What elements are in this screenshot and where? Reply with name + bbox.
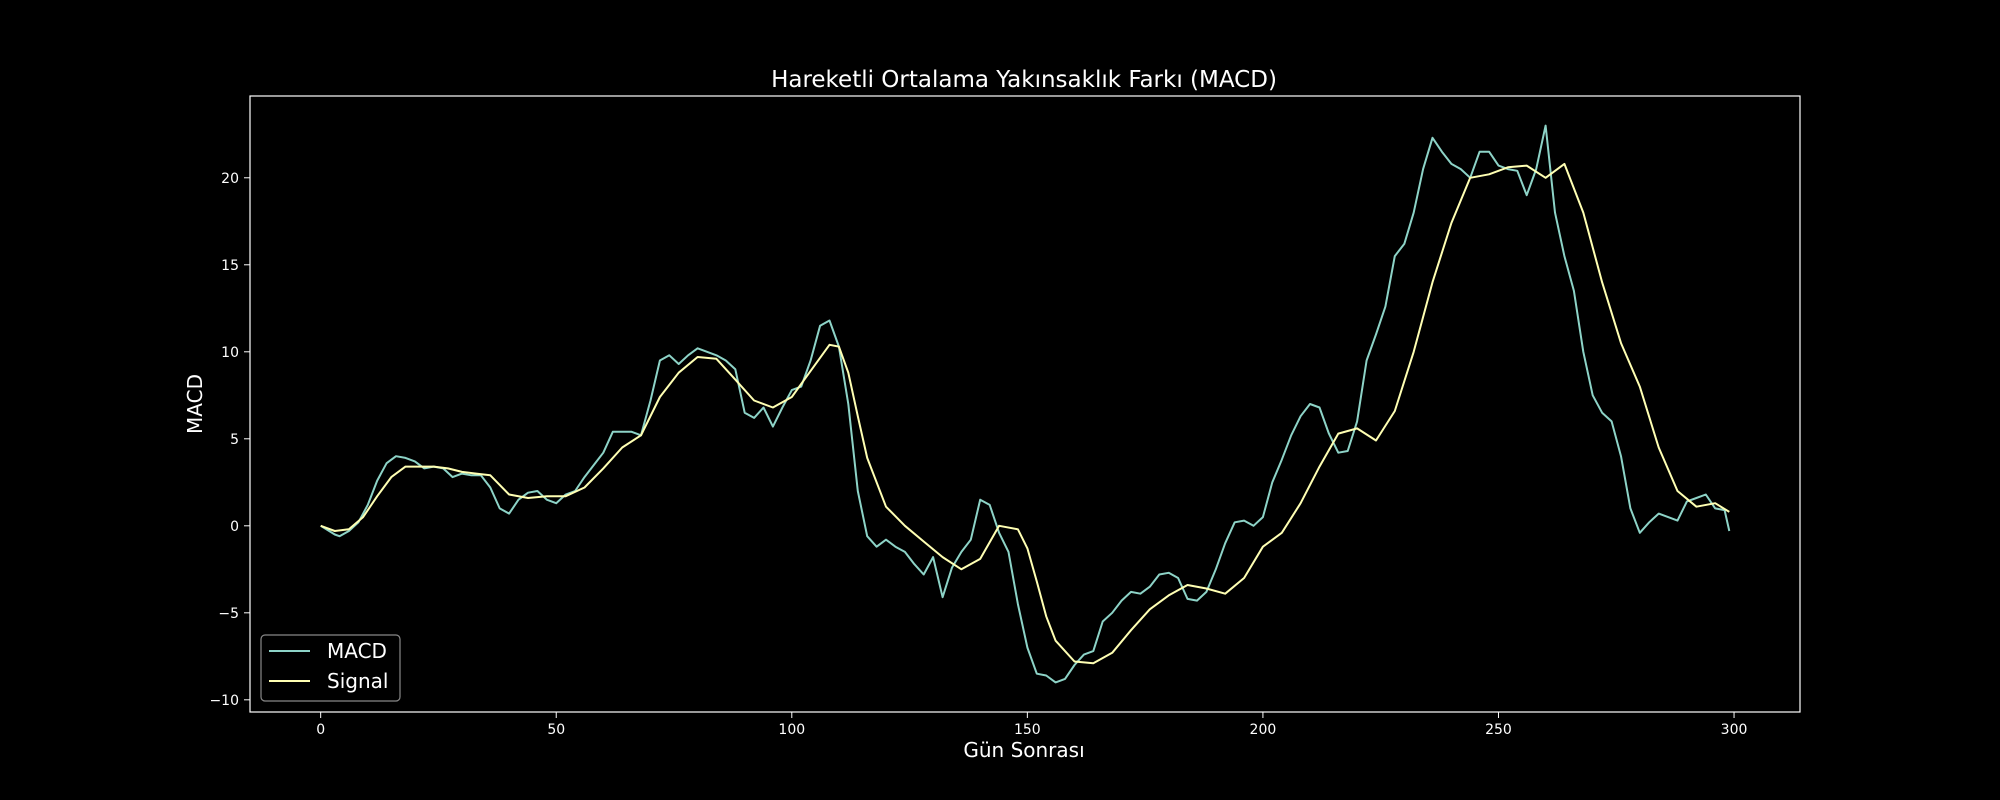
x-axis: 0 50 100 150 200 250 300 [316, 712, 1747, 738]
x-axis-label: Gün Sonrası [963, 738, 1084, 762]
y-tick-label: 15 [221, 258, 239, 274]
series-line-signal [320, 162, 1730, 665]
y-axis-label: MACD [183, 374, 207, 434]
x-tick-label: 250 [1485, 722, 1512, 738]
series-line-macd [320, 124, 1731, 684]
plot-area-frame [249, 95, 1801, 713]
y-tick-label: 5 [230, 432, 239, 448]
x-tick-label: 50 [547, 722, 565, 738]
x-tick-label: 200 [1250, 722, 1277, 738]
y-tick-label: 10 [221, 345, 239, 361]
y-tick-label: 0 [230, 519, 239, 535]
x-tick-label: 150 [1014, 722, 1041, 738]
y-tick-label: 20 [221, 171, 239, 187]
x-tick-label: 300 [1721, 722, 1748, 738]
x-tick-label: 100 [778, 722, 805, 738]
x-tick-label: 0 [316, 722, 325, 738]
y-tick-label: −10 [209, 693, 239, 709]
legend-label-signal: Signal [327, 669, 388, 693]
series-lines [320, 124, 1731, 684]
legend: MACD Signal [260, 634, 401, 702]
chart-title: Hareketli Ortalama Yakınsaklık Farkı (MA… [771, 67, 1277, 93]
y-axis: −10 −5 0 5 10 15 20 [209, 171, 250, 709]
y-tick-label: −5 [218, 606, 239, 622]
legend-label-macd: MACD [327, 639, 387, 663]
